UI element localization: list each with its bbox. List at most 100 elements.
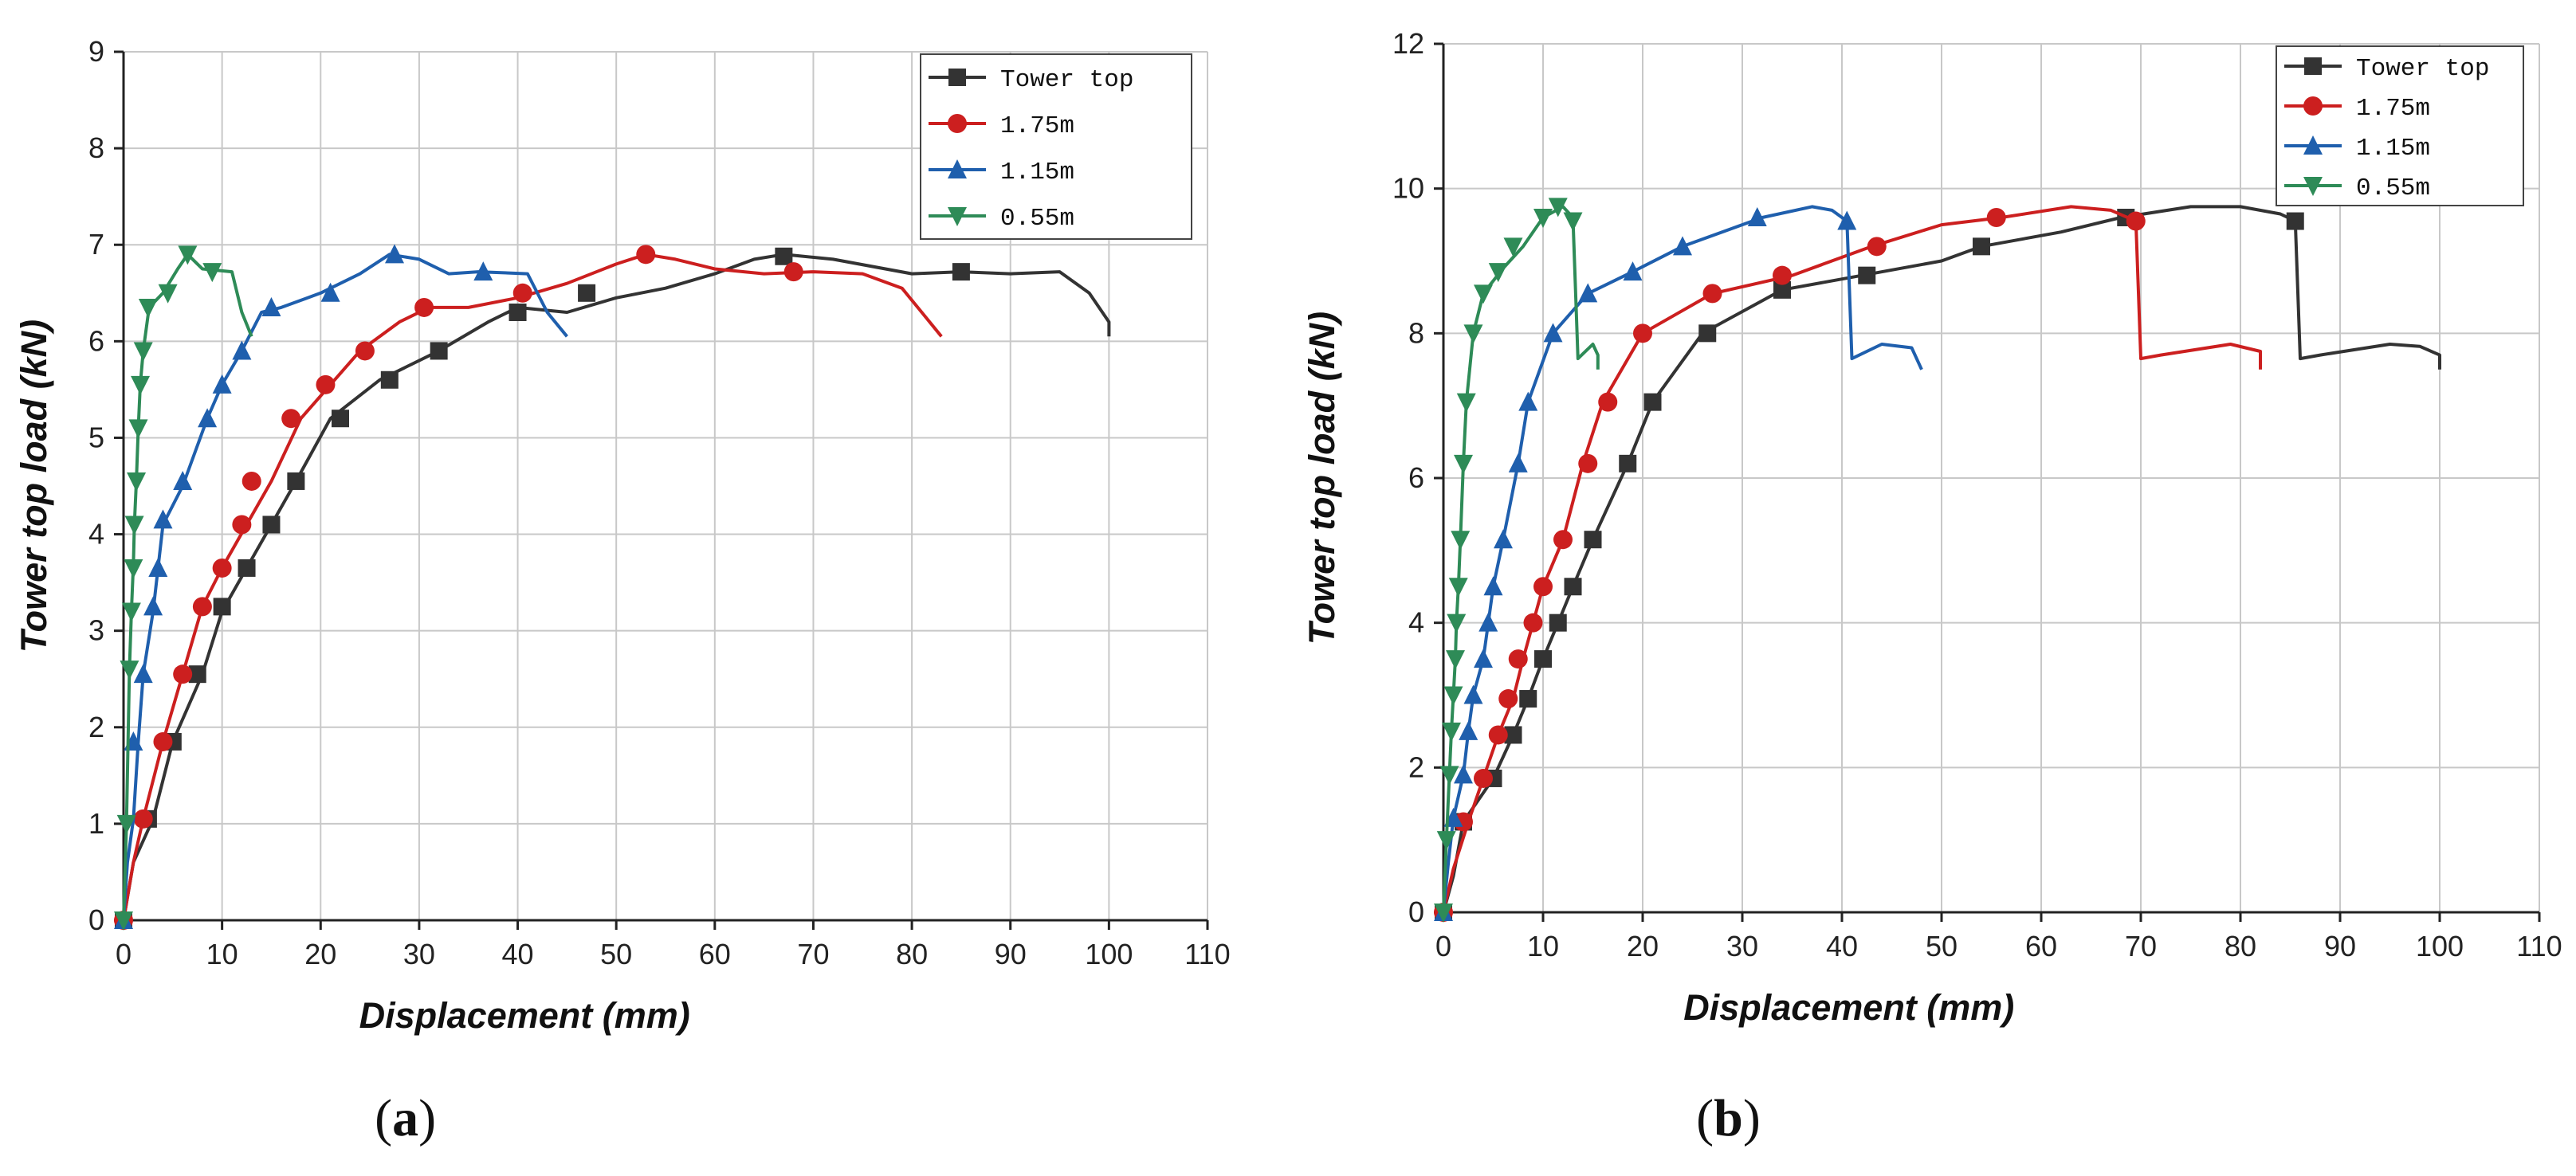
legend-label: 1.15m — [2356, 135, 2430, 163]
y-tick-label: 7 — [88, 228, 104, 261]
data-point — [332, 410, 349, 428]
data-point — [1563, 212, 1583, 232]
series-1-75m — [1434, 205, 2262, 922]
data-point — [1564, 578, 1582, 596]
data-point — [143, 596, 163, 616]
series-tower-top — [1435, 205, 2441, 921]
data-point — [1494, 529, 1513, 549]
x-axis-title: Displacement (mm) — [1683, 987, 2014, 1028]
data-point — [1474, 649, 1493, 668]
series-0-55m — [114, 245, 253, 931]
data-point — [1443, 686, 1463, 706]
y-tick-label: 0 — [88, 904, 104, 936]
y-tick-label: 12 — [1392, 27, 1424, 60]
data-point — [232, 340, 252, 360]
y-tick-label: 2 — [1408, 751, 1424, 783]
data-point — [1434, 904, 1453, 923]
series-line — [122, 253, 1111, 921]
data-point — [1578, 453, 1598, 473]
series-line — [1442, 205, 1600, 913]
data-point — [636, 245, 656, 265]
x-tick-label: 30 — [1726, 930, 1758, 962]
data-point — [1483, 576, 1503, 596]
legend-marker — [948, 114, 967, 133]
data-point — [1447, 613, 1467, 633]
data-point — [1523, 613, 1543, 633]
x-axis-title: Displacement (mm) — [359, 995, 690, 1036]
data-point — [783, 262, 803, 282]
data-point — [1867, 237, 1887, 257]
data-point — [114, 911, 133, 931]
y-tick-label: 0 — [1408, 896, 1424, 928]
data-point — [1773, 280, 1791, 299]
y-axis-title: Tower top load (kN) — [1302, 312, 1342, 645]
panel-label-open: ( — [1696, 1089, 1714, 1147]
data-point — [242, 471, 261, 491]
data-point — [192, 597, 212, 617]
data-point — [1463, 324, 1483, 344]
data-point — [232, 515, 252, 535]
x-tick-label: 60 — [2025, 930, 2057, 962]
series-tower-top — [115, 247, 1111, 929]
data-point — [124, 559, 143, 578]
data-point — [1858, 266, 1876, 284]
series-line — [1442, 205, 2262, 913]
data-point — [262, 515, 281, 534]
chart-b: 0 10 20 30 40 50 60 70 80 90 100 110 0 2 4 6 8 10 12 Displa… — [1302, 27, 2562, 1147]
data-point — [188, 665, 206, 684]
legend-marker — [2303, 96, 2323, 116]
data-point — [1474, 768, 1493, 788]
x-tick-label: 70 — [797, 938, 829, 970]
data-point — [1598, 392, 1618, 412]
data-point — [385, 244, 404, 264]
x-tick-label: 110 — [2516, 930, 2562, 962]
data-point — [198, 408, 218, 428]
panel-label-letter: b — [1714, 1089, 1743, 1147]
data-point — [1698, 324, 1717, 343]
panel-label-close: ) — [1743, 1089, 1761, 1147]
data-point — [1446, 650, 1465, 670]
data-point — [133, 342, 153, 362]
data-point — [1747, 207, 1767, 226]
data-point — [1534, 650, 1552, 668]
y-tick-label: 6 — [1408, 461, 1424, 494]
legend-label: 0.55m — [2356, 174, 2430, 202]
data-point — [1584, 531, 1602, 549]
data-point — [153, 731, 173, 751]
data-point — [1454, 764, 1473, 784]
data-point — [1673, 236, 1692, 256]
y-tick-label: 10 — [1392, 172, 1424, 205]
series-1-15m — [114, 244, 568, 929]
data-point — [1488, 725, 1508, 745]
data-point — [153, 509, 173, 529]
data-point — [1454, 454, 1473, 474]
x-tick-label: 80 — [896, 938, 928, 970]
data-point — [1508, 453, 1528, 472]
data-point — [1973, 237, 1990, 256]
data-point — [1837, 210, 1857, 230]
data-point — [578, 284, 596, 302]
data-point — [1448, 578, 1468, 598]
data-point — [1773, 265, 1792, 285]
data-point — [138, 298, 158, 318]
data-point — [133, 664, 153, 684]
legend-marker — [948, 69, 966, 86]
data-point — [127, 472, 147, 492]
x-tick-label: 100 — [1085, 938, 1133, 970]
data-point — [128, 419, 148, 439]
y-tick-label: 8 — [88, 131, 104, 164]
legend-label: 1.15m — [1000, 159, 1074, 186]
x-tick-label: 90 — [995, 938, 1027, 970]
data-point — [473, 261, 493, 281]
data-point — [1986, 208, 2006, 227]
data-point — [212, 374, 232, 394]
data-point — [1702, 284, 1722, 304]
data-point — [1548, 198, 1568, 218]
chart-a: 0 10 20 30 40 50 60 70 80 90 100 110 0 1 2 3 4 5 6 7 8 9 Displ… — [14, 35, 1231, 1147]
series-line — [122, 253, 568, 921]
data-point — [1463, 684, 1483, 704]
data-point — [380, 370, 399, 389]
y-tick-label: 1 — [88, 807, 104, 840]
legend-label: Tower top — [1000, 66, 1133, 94]
data-point — [1503, 237, 1523, 257]
